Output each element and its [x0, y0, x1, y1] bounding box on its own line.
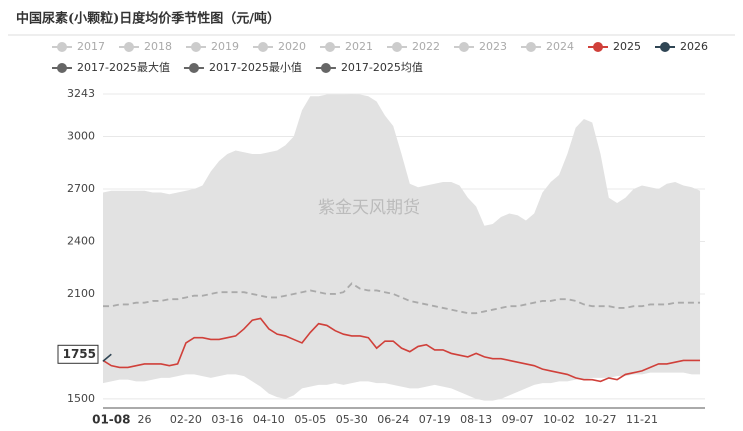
legend-marker: [124, 42, 134, 52]
legend-item: 2017-2025最小值: [183, 61, 302, 74]
x-tick-label: 04-10: [253, 413, 285, 426]
x-tick-label: 11-21: [626, 413, 658, 426]
x-tick-label: 06-24: [377, 413, 409, 426]
legend-marker: [258, 42, 268, 52]
legend-label: 2019: [211, 40, 239, 53]
legend-label: 2017-2025均值: [341, 61, 423, 74]
y-tick-label: 3000: [67, 130, 95, 143]
y-tick-label: 2100: [67, 287, 95, 300]
x-tick-label: 05-30: [336, 413, 368, 426]
series-line: [102, 317, 701, 383]
legend-label: 2025: [613, 40, 641, 53]
legend-marker: [188, 63, 199, 73]
legend-label: 2022: [412, 40, 440, 53]
legend-item: 2023: [454, 40, 507, 53]
x-tick-label: 03-16: [211, 413, 243, 426]
legend-label: 2017: [77, 40, 105, 53]
watermark: 紫金天风期货: [318, 198, 420, 218]
y-tick-label: 1500: [67, 392, 95, 405]
x-tick-label: 10-27: [585, 413, 617, 426]
legend-marker: [320, 63, 331, 73]
legend-item: 2025: [588, 40, 641, 53]
x-tick-label: 08-13: [460, 413, 492, 426]
y-tick-label: 2400: [67, 234, 95, 247]
y-tick-label: 3243: [67, 87, 95, 100]
x-tick-label: 02-20: [170, 413, 202, 426]
range-band: [103, 94, 701, 401]
legend-item: 2020: [253, 40, 306, 53]
y-pointer-box: [57, 344, 99, 364]
legend-item: 2017-2025均值: [315, 61, 423, 74]
y-tick-label: 2700: [67, 182, 95, 195]
legend-label: 2018: [144, 40, 172, 53]
legend-label: 2017-2025最大值: [77, 60, 170, 74]
legend-marker: [526, 42, 536, 52]
series-line: [102, 353, 112, 362]
x-tick-label: 09-07: [502, 413, 534, 426]
x-tick-label: 07-19: [419, 413, 451, 426]
legend-item: 2018: [119, 40, 172, 53]
y-pointer-label: 1755: [63, 347, 96, 361]
legend-marker: [57, 42, 67, 52]
legend-item: 2017: [52, 40, 105, 53]
x-pointer-label: 01-08: [92, 413, 130, 427]
legend-marker: [191, 42, 201, 52]
legend-item: 2026: [655, 40, 708, 53]
legend-item: 2021: [320, 40, 373, 53]
legend-item: 2022: [387, 40, 440, 53]
x-tick-label: 10-02: [543, 413, 575, 426]
legend-label: 2024: [546, 40, 574, 53]
legend-marker: [325, 42, 335, 52]
legend-marker: [459, 42, 469, 52]
legend-item: 2024: [521, 40, 574, 53]
series-line: [103, 282, 701, 315]
legend-item: 2019: [186, 40, 239, 53]
legend-label: 2023: [479, 40, 507, 53]
x-tick-label: 05-05: [294, 413, 326, 426]
legend-marker: [392, 42, 402, 52]
legend-label: 2017-2025最小值: [209, 61, 302, 74]
legend-item: 2017-2025最大值: [52, 60, 170, 74]
legend-marker: [57, 63, 67, 73]
x-tick-label: 26: [137, 413, 151, 426]
legend-marker: [593, 42, 603, 52]
legend-marker: [660, 42, 670, 52]
legend-label: 2026: [680, 40, 708, 53]
legend-label: 2020: [278, 40, 306, 53]
legend-label: 2021: [345, 40, 373, 53]
chart-title: 中国尿素(小颗粒)日度均价季节性图（元/吨）: [16, 11, 280, 27]
